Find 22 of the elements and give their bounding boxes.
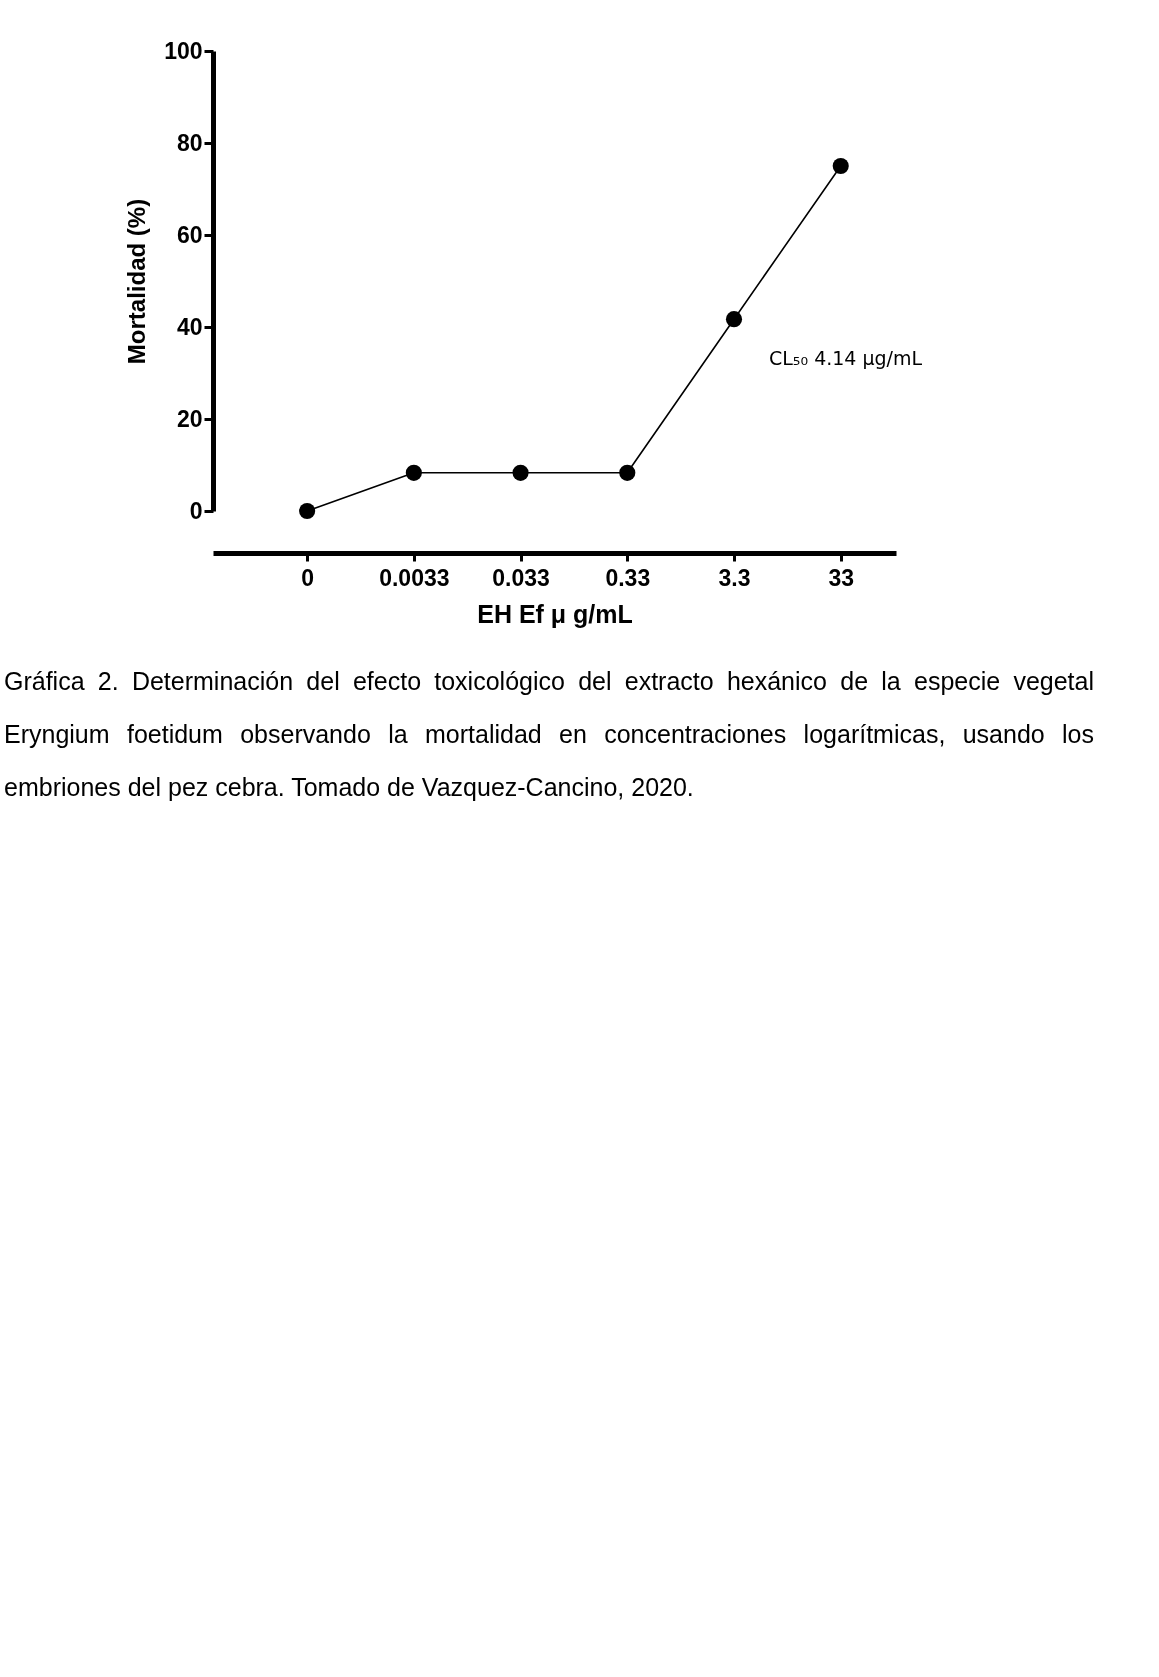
x-tick-label: 3.3 — [718, 564, 751, 591]
x-tick-label: 0.033 — [492, 564, 550, 591]
point — [405, 464, 422, 481]
y-tick-label: 100 — [164, 37, 203, 64]
x-tick-label: 0.33 — [605, 564, 651, 591]
annotation: CL₅₀ 4.14 µg/mL — [769, 347, 923, 369]
point — [725, 311, 743, 328]
point — [512, 464, 529, 481]
y-tick-label: 20 — [176, 405, 203, 432]
x-tick-label: 0.0033 — [379, 564, 450, 591]
x-axis-title: EH Ef μ g/mL — [477, 599, 633, 628]
y-axis-title: Mortalidad (%) — [123, 198, 151, 365]
point — [832, 157, 849, 175]
y-tick-label: 0 — [189, 497, 203, 524]
y-tick-label: 80 — [176, 129, 203, 156]
point — [299, 502, 316, 520]
y-tick-label: 40 — [176, 313, 203, 340]
x-tick-label: 33 — [828, 564, 855, 591]
text: Gráfica 2. Determinación del efecto toxicológico del extracto hexánico de la especie vegetal Eryngium foetidum observando la mortalidad en concentraciones logarítmicas, usando los embriones del pez cebra. Tomado de Vazquez-Cancino, 2020. — [4, 666, 1094, 803]
x-tick-label: 0 — [301, 564, 315, 591]
point — [619, 464, 636, 481]
y-tick-label: 60 — [176, 221, 203, 248]
